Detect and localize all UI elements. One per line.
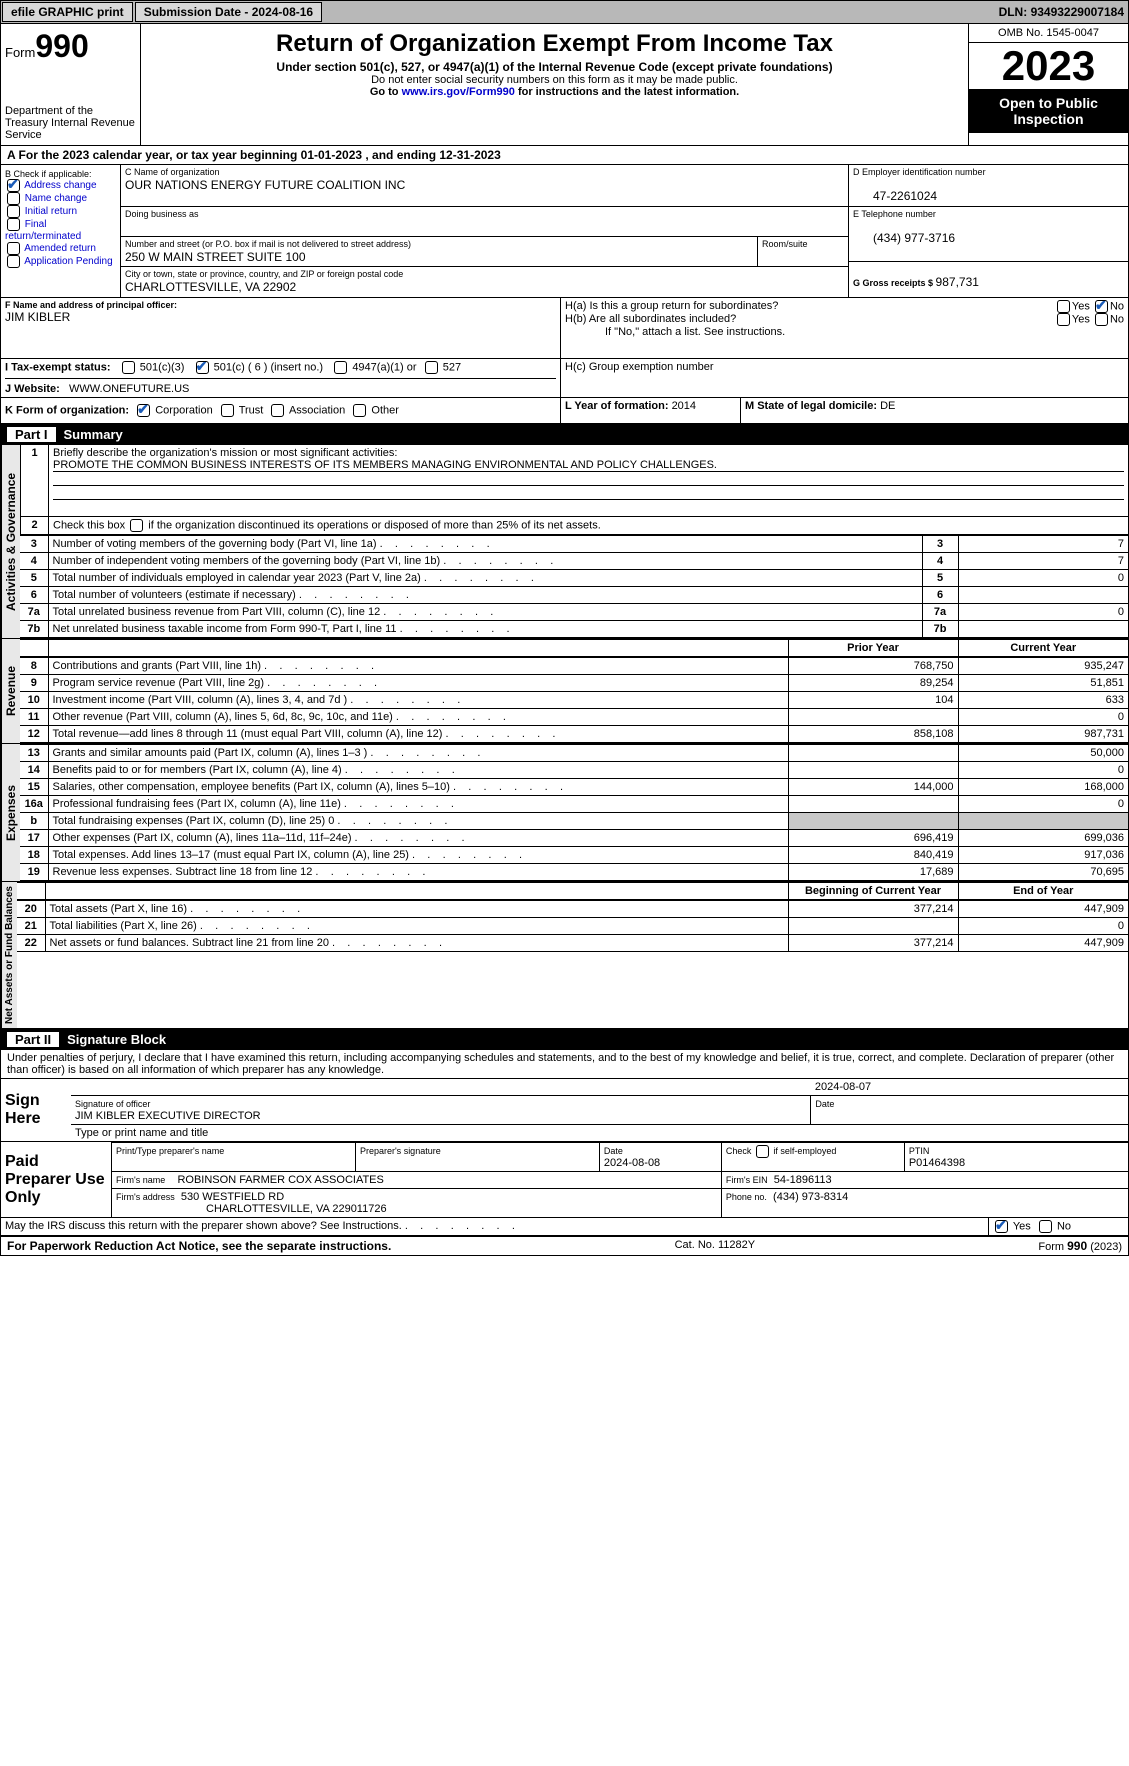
h-a: H(a) Is this a group return for subordin… xyxy=(565,300,1124,313)
vlabel-governance: Activities & Governance xyxy=(1,445,20,638)
line-19: 19Revenue less expenses. Subtract line 1… xyxy=(20,864,1128,881)
city-label: City or town, state or province, country… xyxy=(125,269,403,279)
gov-line-6: 6Total number of volunteers (estimate if… xyxy=(20,587,1128,604)
topbar: efile GRAPHIC print Submission Date - 20… xyxy=(0,0,1129,24)
gov-line-7b: 7bNet unrelated business taxable income … xyxy=(20,621,1128,638)
h-note: If "No," attach a list. See instructions… xyxy=(565,326,1124,338)
street-value: 250 W MAIN STREET SUITE 100 xyxy=(125,250,306,264)
line-11: 11Other revenue (Part VIII, column (A), … xyxy=(20,709,1128,726)
discuss-row: May the IRS discuss this return with the… xyxy=(1,1218,1128,1236)
section-i-j-hc: I Tax-exempt status: 501(c)(3) 501(c) ( … xyxy=(1,359,1128,398)
dln-label: DLN: 93493229007184 xyxy=(995,5,1128,19)
part-ii-header: Part II Signature Block xyxy=(1,1029,1128,1050)
room-label: Room/suite xyxy=(762,239,808,249)
form-subtitle-1: Under section 501(c), 527, or 4947(a)(1)… xyxy=(149,60,960,74)
line-b: bTotal fundraising expenses (Part IX, co… xyxy=(20,813,1128,830)
line1-label: Briefly describe the organization's miss… xyxy=(53,447,397,459)
check-app-pending[interactable]: Application Pending xyxy=(5,255,116,268)
line1-value: PROMOTE THE COMMON BUSINESS INTERESTS OF… xyxy=(53,459,1124,472)
tax-exempt-status: I Tax-exempt status: 501(c)(3) 501(c) ( … xyxy=(5,361,556,379)
line2: Check this box if the organization disco… xyxy=(49,517,1129,535)
line-17: 17Other expenses (Part IX, column (A), l… xyxy=(20,830,1128,847)
street-label: Number and street (or P.O. box if mail i… xyxy=(125,239,411,249)
submission-date-label: Submission Date - 2024-08-16 xyxy=(135,2,322,22)
part-i-netassets: Net Assets or Fund Balances Beginning of… xyxy=(1,882,1128,1029)
perjury-statement: Under penalties of perjury, I declare th… xyxy=(1,1050,1128,1079)
part-i-expenses: Expenses 13Grants and similar amounts pa… xyxy=(1,744,1128,882)
line-14: 14Benefits paid to or for members (Part … xyxy=(20,762,1128,779)
check-initial-return[interactable]: Initial return xyxy=(5,205,116,218)
form-subtitle-3: Go to www.irs.gov/Form990 for instructio… xyxy=(149,86,960,98)
year-line-a: A For the 2023 calendar year, or tax yea… xyxy=(1,146,1128,165)
line-21: 21Total liabilities (Part X, line 26)0 xyxy=(17,918,1128,935)
h-c: H(c) Group exemption number xyxy=(565,361,1124,373)
omb-number: OMB No. 1545-0047 xyxy=(969,24,1128,43)
org-name: OUR NATIONS ENERGY FUTURE COALITION INC xyxy=(125,178,405,192)
line-22: 22Net assets or fund balances. Subtract … xyxy=(17,935,1128,952)
vlabel-netassets: Net Assets or Fund Balances xyxy=(1,882,17,1028)
part-i-governance: Activities & Governance 1 Briefly descri… xyxy=(1,445,1128,639)
h-b: H(b) Are all subordinates included? Yes … xyxy=(565,313,1124,326)
gov-line-5: 5Total number of individuals employed in… xyxy=(20,570,1128,587)
city-value: CHARLOTTESVILLE, VA 22902 xyxy=(125,280,296,294)
section-f-h: F Name and address of principal officer:… xyxy=(1,298,1128,359)
part-i-revenue: Revenue Prior YearCurrent Year 8Contribu… xyxy=(1,639,1128,744)
officer-label: F Name and address of principal officer: xyxy=(5,300,556,310)
phone-value: (434) 977-3716 xyxy=(853,231,955,245)
dba-label: Doing business as xyxy=(125,209,199,219)
officer-name: JIM KIBLER xyxy=(5,310,556,324)
gross-label: G Gross receipts $ xyxy=(853,278,936,288)
vlabel-revenue: Revenue xyxy=(1,639,20,743)
check-address-change[interactable]: Address change xyxy=(5,179,116,192)
gov-line-3: 3Number of voting members of the governi… xyxy=(20,536,1128,553)
section-k-l-m: K Form of organization: Corporation Trus… xyxy=(1,398,1128,424)
line-18: 18Total expenses. Add lines 13–17 (must … xyxy=(20,847,1128,864)
check-final-return[interactable]: Final return/terminated xyxy=(5,218,116,242)
ein-label: D Employer identification number xyxy=(853,167,986,177)
line-10: 10Investment income (Part VIII, column (… xyxy=(20,692,1128,709)
irs-link[interactable]: www.irs.gov/Form990 xyxy=(402,86,515,98)
check-name-change[interactable]: Name change xyxy=(5,192,116,205)
line-16a: 16aProfessional fundraising fees (Part I… xyxy=(20,796,1128,813)
part-i-header: Part I Summary xyxy=(1,424,1128,445)
line-15: 15Salaries, other compensation, employee… xyxy=(20,779,1128,796)
gov-line-7a: 7aTotal unrelated business revenue from … xyxy=(20,604,1128,621)
website: J Website: WWW.ONEFUTURE.US xyxy=(5,383,556,395)
section-b-label: B Check if applicable: xyxy=(5,169,116,179)
line-9: 9Program service revenue (Part VIII, lin… xyxy=(20,675,1128,692)
gross-value: 987,731 xyxy=(936,275,979,289)
form-number: Form990 xyxy=(5,28,136,65)
check-amended[interactable]: Amended return xyxy=(5,242,116,255)
form-title: Return of Organization Exempt From Incom… xyxy=(149,30,960,58)
gov-line-4: 4Number of independent voting members of… xyxy=(20,553,1128,570)
section-b-thru-g: B Check if applicable: Address change Na… xyxy=(1,165,1128,298)
footer: For Paperwork Reduction Act Notice, see … xyxy=(1,1236,1128,1255)
form-subtitle-2: Do not enter social security numbers on … xyxy=(149,74,960,86)
dept-treasury: Department of the Treasury Internal Reve… xyxy=(5,105,136,141)
line-20: 20Total assets (Part X, line 16)377,2144… xyxy=(17,901,1128,918)
line-12: 12Total revenue—add lines 8 through 11 (… xyxy=(20,726,1128,743)
tax-year: 2023 xyxy=(969,43,1128,89)
efile-print-button[interactable]: efile GRAPHIC print xyxy=(2,2,133,22)
public-inspection: Open to Public Inspection xyxy=(969,89,1128,133)
ein-value: 47-2261024 xyxy=(853,189,937,203)
phone-label: E Telephone number xyxy=(853,209,936,219)
org-name-label: C Name of organization xyxy=(125,167,220,177)
form-header: Form990 Department of the Treasury Inter… xyxy=(1,24,1128,146)
paid-preparer-block: Paid Preparer Use Only Print/Type prepar… xyxy=(1,1142,1128,1218)
line-8: 8Contributions and grants (Part VIII, li… xyxy=(20,658,1128,675)
vlabel-expenses: Expenses xyxy=(1,744,20,881)
line-13: 13Grants and similar amounts paid (Part … xyxy=(20,745,1128,762)
sign-here-block: Sign Here 2024-08-07 Signature of office… xyxy=(1,1079,1128,1142)
form-page: Form990 Department of the Treasury Inter… xyxy=(0,24,1129,1256)
